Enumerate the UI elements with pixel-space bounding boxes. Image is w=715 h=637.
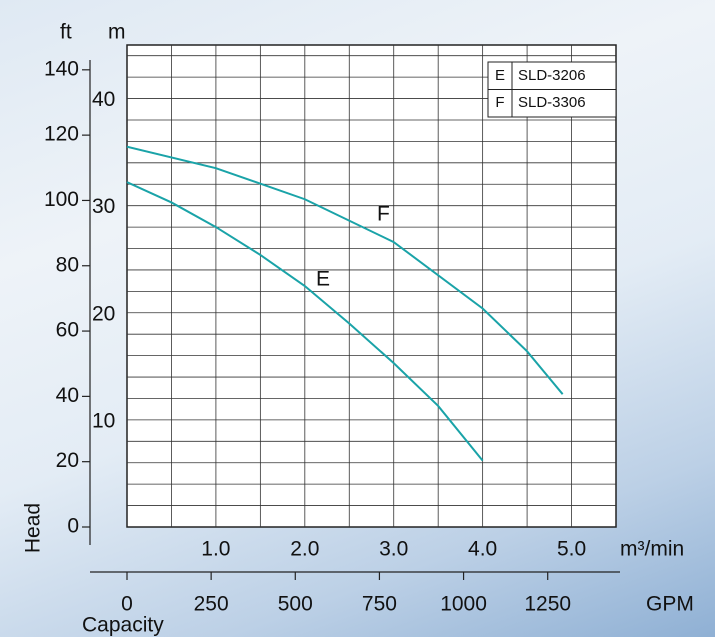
x-tick-label: 4.0 xyxy=(468,538,497,561)
x-axis-unit: m³/min xyxy=(620,538,684,561)
y-tick-label: 40 xyxy=(92,88,115,111)
x2-tick-label: 250 xyxy=(194,593,229,616)
legend-key: E xyxy=(495,67,505,84)
legend-key: F xyxy=(495,94,504,111)
x-tick-label: 2.0 xyxy=(290,538,319,561)
y-tick-label: 30 xyxy=(92,195,115,218)
curve-label: F xyxy=(377,203,390,226)
y2-tick-label: 40 xyxy=(56,384,79,407)
y2-tick-label: 60 xyxy=(56,319,79,342)
x-tick-label: 5.0 xyxy=(557,538,586,561)
x2-tick-label: 500 xyxy=(278,593,313,616)
y-tick-label: 10 xyxy=(92,409,115,432)
y2-tick-label: 120 xyxy=(44,123,79,146)
x-tick-label: 1.0 xyxy=(201,538,230,561)
y-axis-unit: m xyxy=(108,21,126,44)
x2-tick-label: 1000 xyxy=(440,593,487,616)
y2-tick-label: 80 xyxy=(56,253,79,276)
y2-tick-label: 100 xyxy=(44,188,79,211)
grid xyxy=(127,45,616,527)
legend-label: SLD-3206 xyxy=(518,67,586,84)
x2-tick-label: 1250 xyxy=(524,593,571,616)
legend: E SLD-3206 F SLD-3306 xyxy=(487,61,617,118)
curve xyxy=(126,145,564,395)
y2-tick-label: 140 xyxy=(44,57,79,80)
y2-axis-unit: ft xyxy=(60,21,72,44)
curve xyxy=(126,181,484,462)
plot-area xyxy=(126,44,617,528)
x2-axis-unit: GPM xyxy=(646,593,694,616)
axis-title: Capacity xyxy=(82,614,164,637)
x2-tick-label: 750 xyxy=(362,593,397,616)
y2-tick-label: 0 xyxy=(67,515,79,538)
curve-label: E xyxy=(316,268,330,291)
legend-label: SLD-3306 xyxy=(518,94,586,111)
y2-tick-label: 20 xyxy=(56,449,79,472)
x-tick-label: 3.0 xyxy=(379,538,408,561)
axis-title: Head xyxy=(22,503,45,553)
x2-tick-label: 0 xyxy=(121,593,133,616)
y-tick-label: 20 xyxy=(92,302,115,325)
